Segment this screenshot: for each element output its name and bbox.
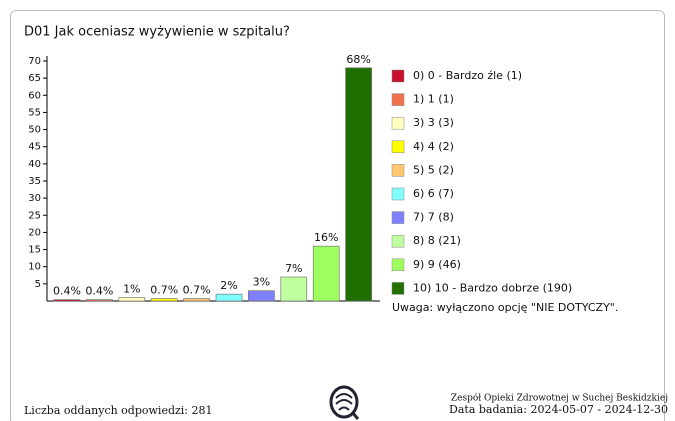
- footer-left: Liczba oddanych odpowiedzi: 281: [24, 404, 213, 417]
- y-tick-label: 60: [28, 90, 41, 101]
- value-label: 3%: [253, 276, 270, 289]
- legend-label: 5) 5 (2): [413, 163, 454, 176]
- value-label: 0.7%: [183, 284, 211, 297]
- legend-label: 10) 10 - Bardzo dobrze (190): [413, 281, 572, 294]
- value-label: 0.7%: [150, 284, 178, 297]
- bar: [183, 298, 210, 302]
- bar: [118, 297, 146, 302]
- bar: [86, 299, 113, 302]
- legend-label: 3) 3 (3): [413, 116, 454, 129]
- legend-label: 4) 4 (2): [413, 140, 454, 153]
- legend-label: 9) 9 (46): [413, 258, 461, 271]
- bar: [150, 298, 178, 302]
- legend-swatch: [391, 211, 405, 224]
- y-tick-label: 35: [28, 176, 41, 187]
- y-tick-label: 5: [35, 279, 41, 290]
- value-label: 7%: [285, 262, 302, 275]
- y-tick-label: 25: [28, 210, 41, 221]
- bar: [215, 293, 243, 302]
- legend-swatch: [391, 164, 405, 177]
- bar: [280, 276, 308, 302]
- y-tick-label: 10: [28, 262, 41, 273]
- legend-swatch: [391, 116, 405, 130]
- legend-swatch: [391, 234, 405, 248]
- bar: [312, 245, 340, 302]
- legend-label: 8) 8 (21): [413, 234, 461, 247]
- legend-swatch: [391, 140, 405, 154]
- legend-swatch: [391, 69, 405, 83]
- bar: [53, 299, 81, 302]
- y-tick-label: 45: [28, 142, 41, 153]
- note: Uwaga: wyłączono opcję "NIE DOTYCZY".: [392, 301, 618, 314]
- y-tick-label: 65: [28, 73, 41, 84]
- legend-label: 7) 7 (8): [413, 211, 454, 224]
- footer-right: Data badania: 2024-05-07 - 2024-12-30: [449, 403, 668, 416]
- y-tick-label: 20: [28, 227, 41, 238]
- logo: [329, 385, 360, 420]
- frame: [10, 10, 665, 421]
- bar: [345, 67, 372, 302]
- legend-swatch: [391, 93, 405, 106]
- legend-label: 1) 1 (1): [413, 93, 454, 106]
- y-tick-label: 50: [28, 125, 41, 136]
- y-tick-label: 55: [28, 107, 41, 118]
- value-label: 0.4%: [85, 285, 113, 298]
- footer-right: Zespół Opieki Zdrowotnej w Suchej Beskid…: [451, 393, 668, 404]
- legend-label: 6) 6 (7): [413, 187, 454, 200]
- legend-swatch: [391, 258, 405, 272]
- value-label: 68%: [346, 53, 370, 66]
- y-tick-label: 15: [28, 245, 41, 256]
- legend-swatch: [391, 282, 405, 295]
- legend-label: 0) 0 - Bardzo źle (1): [413, 69, 522, 82]
- value-label: 0.4%: [53, 285, 81, 298]
- value-label: 1%: [123, 283, 140, 296]
- value-label: 16%: [314, 231, 338, 244]
- legend-swatch: [391, 187, 405, 201]
- y-tick-label: 40: [28, 159, 41, 170]
- bar: [248, 290, 275, 302]
- y-tick-label: 70: [28, 56, 41, 67]
- chart-title: D01 Jak oceniasz wyżywienie w szpitalu?: [24, 25, 290, 40]
- value-label: 2%: [220, 279, 237, 292]
- y-tick-label: 30: [28, 193, 41, 204]
